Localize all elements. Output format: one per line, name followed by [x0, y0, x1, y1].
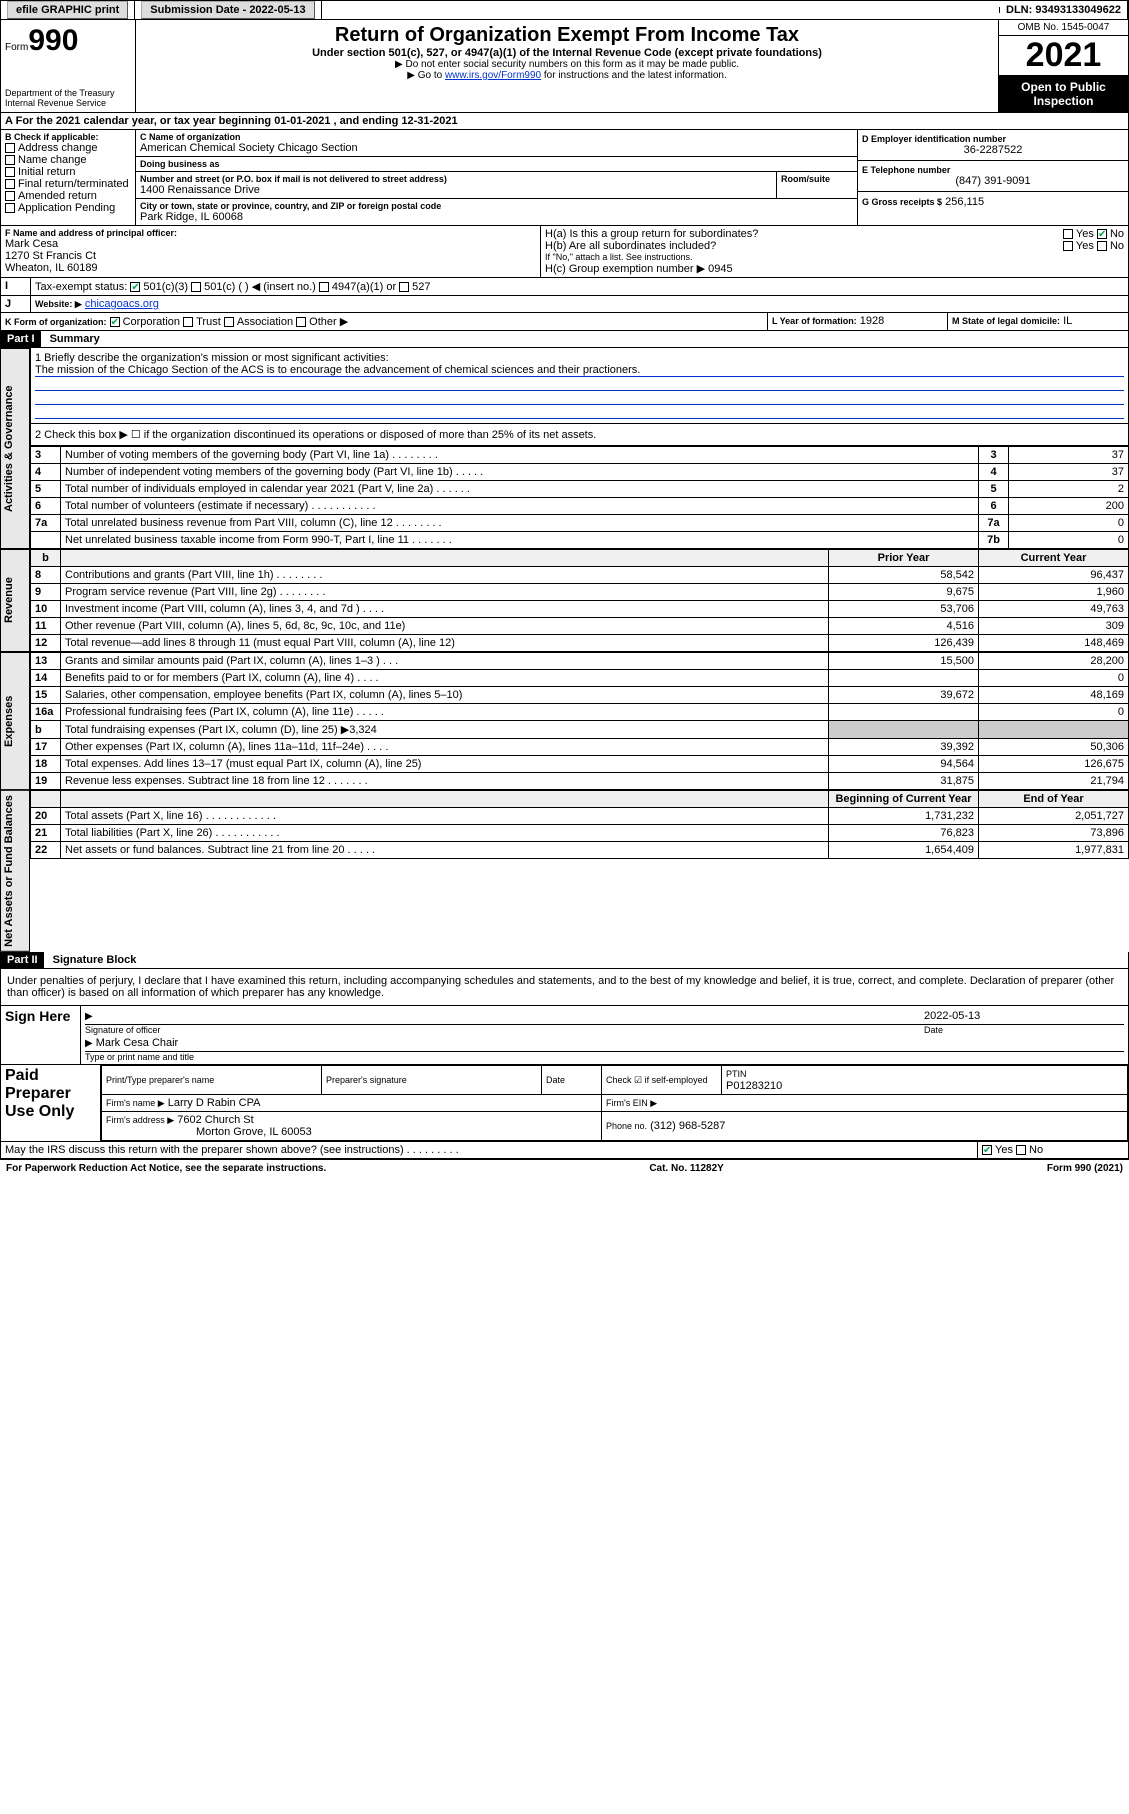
signer-name: Mark Cesa Chair: [85, 1035, 1124, 1052]
side-netassets: Net Assets or Fund Balances: [0, 790, 30, 952]
sign-here-label: Sign Here: [1, 1006, 81, 1064]
year-box: OMB No. 1545-0047 2021 Open to PublicIns…: [998, 20, 1128, 112]
form-title-box: Return of Organization Exempt From Incom…: [136, 20, 998, 112]
form-id-box: Form990 Department of the Treasury Inter…: [1, 20, 136, 112]
irs-link[interactable]: www.irs.gov/Form990: [445, 70, 541, 81]
side-revenue: Revenue: [0, 549, 30, 652]
website-link[interactable]: chicagoacs.org: [85, 298, 159, 310]
check-item[interactable]: Application Pending: [5, 202, 131, 214]
dln-label: DLN: 93493133049622: [1000, 1, 1128, 19]
check-item[interactable]: Initial return: [5, 166, 131, 178]
revenue-table: bPrior YearCurrent Year8Contributions an…: [30, 549, 1129, 652]
section-b: B Check if applicable: Address changeNam…: [1, 130, 136, 225]
expenses-table: 13Grants and similar amounts paid (Part …: [30, 652, 1129, 790]
sign-date: 2022-05-13: [924, 1008, 1124, 1025]
firm-name: Larry D Rabin CPA: [168, 1097, 261, 1109]
firm-phone: (312) 968-5287: [650, 1120, 725, 1132]
line2: 2 Check this box ▶ ☐ if the organization…: [30, 424, 1129, 446]
mission-label: 1 Briefly describe the organization's mi…: [35, 352, 1124, 364]
submission-date-button[interactable]: Submission Date - 2022-05-13: [141, 1, 314, 19]
org-name: American Chemical Society Chicago Sectio…: [140, 142, 853, 154]
form-title: Return of Organization Exempt From Incom…: [142, 24, 992, 47]
form-of-org: K Form of organization: Corporation Trus…: [1, 313, 768, 330]
perjury-text: Under penalties of perjury, I declare th…: [0, 969, 1129, 1006]
check-item[interactable]: Name change: [5, 154, 131, 166]
page-footer: For Paperwork Reduction Act Notice, see …: [0, 1159, 1129, 1177]
ein: 36-2287522: [862, 144, 1124, 156]
org-city: Park Ridge, IL 60068: [140, 211, 853, 223]
section-h: H(a) Is this a group return for subordin…: [541, 226, 1128, 277]
org-address: 1400 Renaissance Drive: [140, 184, 772, 196]
gross-receipts: 256,115: [945, 196, 984, 208]
ptin: P01283210: [726, 1080, 782, 1092]
check-item[interactable]: Address change: [5, 142, 131, 154]
side-governance: Activities & Governance: [0, 348, 30, 549]
section-f: F Name and address of principal officer:…: [1, 226, 541, 277]
phone: (847) 391-9091: [862, 175, 1124, 187]
part2-header: Part II Signature Block: [0, 952, 1129, 969]
firm-addr1: 7602 Church St: [177, 1114, 253, 1126]
efile-print-button[interactable]: efile GRAPHIC print: [7, 1, 128, 19]
side-expenses: Expenses: [0, 652, 30, 790]
governance-table: 3Number of voting members of the governi…: [30, 446, 1129, 549]
topbar: efile GRAPHIC print Submission Date - 20…: [0, 0, 1129, 20]
discuss-row: May the IRS discuss this return with the…: [1, 1142, 978, 1158]
paid-preparer-label: PaidPreparerUse Only: [1, 1065, 101, 1141]
part1-header: Part I Summary: [0, 331, 1129, 348]
firm-addr2: Morton Grove, IL 60053: [196, 1126, 312, 1138]
tax-exempt-status: Tax-exempt status: 501(c)(3) 501(c) ( ) …: [31, 278, 1128, 295]
netassets-table: Beginning of Current YearEnd of Year20To…: [30, 790, 1129, 859]
check-item[interactable]: Final return/terminated: [5, 178, 131, 190]
period-row: A For the 2021 calendar year, or tax yea…: [1, 113, 1128, 129]
mission-text: The mission of the Chicago Section of th…: [35, 364, 1124, 377]
check-item[interactable]: Amended return: [5, 190, 131, 202]
